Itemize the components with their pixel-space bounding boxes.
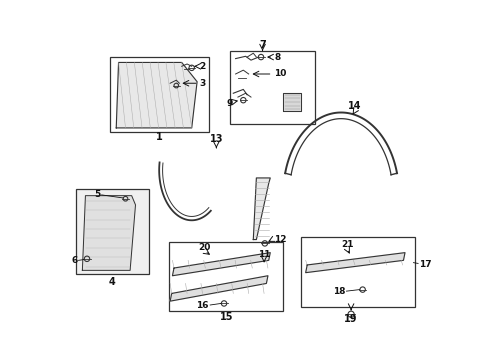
Text: 13: 13	[209, 134, 223, 144]
Text: 4: 4	[109, 277, 116, 287]
Text: 3: 3	[199, 79, 205, 88]
Text: 15: 15	[219, 311, 233, 321]
Text: 21: 21	[340, 240, 353, 249]
Text: 12: 12	[274, 235, 286, 244]
Polygon shape	[305, 253, 404, 273]
Text: 2: 2	[199, 62, 205, 71]
Text: 7: 7	[259, 40, 265, 50]
Polygon shape	[253, 178, 270, 239]
Text: 17: 17	[418, 261, 430, 269]
Bar	[301, 237, 414, 307]
Bar	[110, 57, 208, 132]
Polygon shape	[283, 93, 301, 111]
Text: 19: 19	[344, 314, 357, 324]
Text: 9: 9	[225, 99, 232, 108]
Text: 6: 6	[71, 256, 78, 265]
Text: 8: 8	[274, 53, 280, 62]
Bar	[168, 242, 282, 311]
Polygon shape	[170, 276, 267, 301]
Text: 16: 16	[196, 301, 208, 310]
Polygon shape	[116, 62, 197, 128]
Text: 20: 20	[198, 243, 210, 252]
Text: 18: 18	[332, 287, 345, 296]
Text: 1: 1	[156, 132, 163, 142]
Text: 10: 10	[274, 69, 286, 78]
Text: 11: 11	[257, 251, 270, 260]
Polygon shape	[172, 253, 270, 276]
Bar	[230, 51, 314, 124]
Text: 14: 14	[347, 101, 361, 111]
Text: 5: 5	[94, 190, 101, 199]
Polygon shape	[82, 195, 135, 270]
Bar	[76, 189, 149, 274]
